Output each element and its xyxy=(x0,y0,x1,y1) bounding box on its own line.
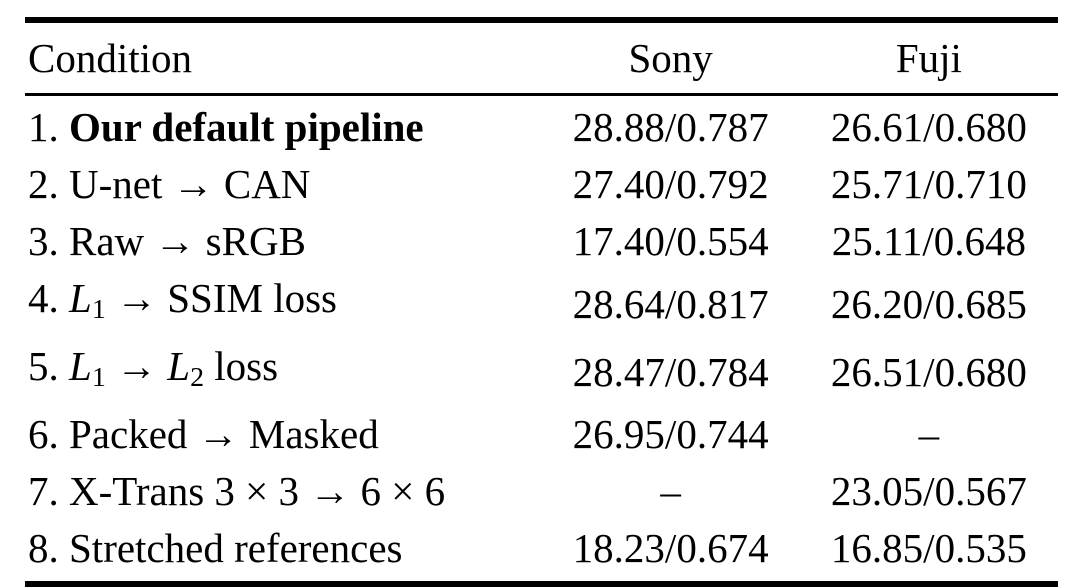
table-row: 8. Stretched references 18.23/0.674 16.85/… xyxy=(25,520,1058,584)
column-header-condition: Condition xyxy=(25,20,542,96)
condition-cell: 6. Packed → Masked xyxy=(25,406,542,463)
fuji-metric-cell: 26.51/0.680 xyxy=(830,348,1027,395)
table-row: 2. U-net → CAN 27.40/0.792 25.71/0.710 xyxy=(25,156,1058,213)
fuji-metric-cell: 23.05/0.567 xyxy=(830,468,1027,515)
table-header: Condition Sony Fuji xyxy=(25,20,1058,96)
condition-text-segment: 4. xyxy=(28,275,69,321)
condition-text-segment: → xyxy=(105,343,168,390)
condition-cell: 7. X-Trans 3 × 3 → 6 × 6 xyxy=(25,463,542,520)
sony-metric-cell: 28.88/0.787 xyxy=(572,104,769,150)
header-row: Condition Sony Fuji xyxy=(25,20,1058,96)
condition-text-segment: 5. xyxy=(28,343,69,390)
condition-text-segment: 2 xyxy=(190,362,204,394)
table-row: 6. Packed → Masked 26.95/0.744 – xyxy=(25,406,1058,463)
condition-cell: 1. Our default pipeline xyxy=(25,95,542,157)
condition-text-segment: 6. Packed → Masked xyxy=(28,411,379,458)
condition-text-segment: 8. Stretched references xyxy=(28,525,403,572)
condition-cell: 5. L1 → L2 loss xyxy=(25,338,542,406)
fuji-metric-cell: – xyxy=(918,411,940,458)
ablation-table: Condition Sony Fuji 1. Our default pipel… xyxy=(25,17,1058,587)
condition-text-segment: L xyxy=(167,343,191,390)
sony-metric-cell: 17.40/0.554 xyxy=(572,218,769,264)
condition-text-segment: 1 xyxy=(91,294,106,326)
condition-text-segment: 7. X-Trans 3 × 3 → 6 × 6 xyxy=(28,468,446,515)
condition-text-segment: loss xyxy=(204,343,279,390)
condition-cell: 2. U-net → CAN xyxy=(25,156,542,213)
sony-metric-cell: 26.95/0.744 xyxy=(572,411,769,458)
fuji-metric-cell: 25.11/0.648 xyxy=(831,218,1027,264)
condition-text-segment: 1. xyxy=(28,104,69,150)
sony-metric-cell: 27.40/0.792 xyxy=(572,161,769,207)
condition-text-segment: → SSIM loss xyxy=(105,275,338,321)
sony-metric-cell: 28.64/0.817 xyxy=(572,280,769,327)
sony-metric-cell: 28.47/0.784 xyxy=(572,348,769,395)
fuji-metric-cell: 16.85/0.535 xyxy=(830,525,1027,572)
table-body: 1. Our default pipeline 28.88/0.787 26.61/… xyxy=(25,95,1058,585)
fuji-metric-cell: 25.71/0.710 xyxy=(830,161,1027,207)
column-header-sony: Sony xyxy=(541,20,800,96)
condition-text-segment: L xyxy=(69,275,92,321)
sony-metric-cell: – xyxy=(660,468,681,515)
column-header-fuji: Fuji xyxy=(799,20,1058,96)
condition-text-segment: 2. U-net → CAN xyxy=(28,161,311,207)
fuji-metric-cell: 26.61/0.680 xyxy=(830,104,1027,150)
table-row: 7. X-Trans 3 × 3 → 6 × 6 – 23.05/0.567 xyxy=(25,463,1058,520)
ablation-table-figure: Condition Sony Fuji 1. Our default pipel… xyxy=(25,17,1058,587)
condition-text-segment: 3. Raw → sRGB xyxy=(28,218,306,264)
table-row: 4. L1 → SSIM loss 28.64/0.817 26.20/0.685 xyxy=(25,270,1058,338)
condition-text-segment: Our default pipeline xyxy=(69,104,424,150)
condition-text-segment: L xyxy=(69,343,92,390)
condition-text-segment: 1 xyxy=(91,362,106,394)
table-row: 1. Our default pipeline 28.88/0.787 26.61/… xyxy=(25,95,1058,157)
condition-cell: 3. Raw → sRGB xyxy=(25,213,542,270)
condition-cell: 4. L1 → SSIM loss xyxy=(25,270,542,338)
table-row: 3. Raw → sRGB 17.40/0.554 25.11/0.648 xyxy=(25,213,1058,270)
sony-metric-cell: 18.23/0.674 xyxy=(572,525,769,572)
table-row: 5. L1 → L2 loss 28.47/0.784 26.51/0.680 xyxy=(25,338,1058,406)
fuji-metric-cell: 26.20/0.685 xyxy=(830,280,1027,327)
condition-cell: 8. Stretched references xyxy=(25,520,542,584)
